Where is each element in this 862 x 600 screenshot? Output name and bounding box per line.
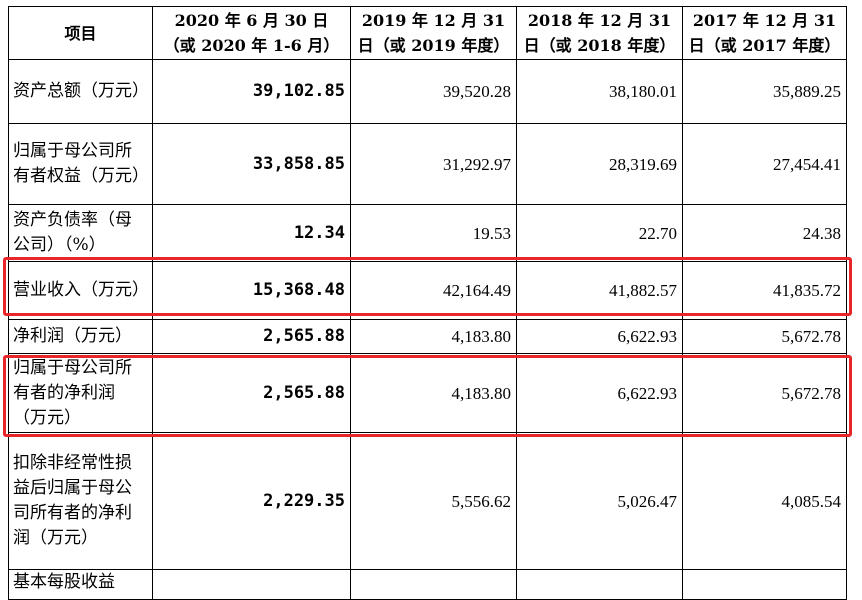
header-2018: 2018 年 12 月 31 日（或 2018 年度） bbox=[516, 6, 683, 60]
value-2019 bbox=[350, 569, 517, 600]
table-row: 扣除非经常性损益后归属于母公司所有者的净利润（万元） 2,229.35 5,55… bbox=[8, 432, 847, 570]
value-2018: 38,180.01 bbox=[516, 59, 683, 124]
row-label: 资产总额（万元） bbox=[8, 59, 153, 124]
table-row: 资产负债率（母公司）（%） 12.34 19.53 22.70 24.38 bbox=[8, 204, 847, 262]
value-2019: 39,520.28 bbox=[350, 59, 517, 124]
financial-table: 项目 2020 年 6 月 30 日（或 2020 年 1-6 月） 2019 … bbox=[8, 6, 847, 600]
value-2017: 5,672.78 bbox=[682, 319, 847, 354]
value-2020: 15,368.48 bbox=[152, 261, 351, 320]
row-label: 基本每股收益 bbox=[8, 569, 153, 600]
row-label: 扣除非经常性损益后归属于母公司所有者的净利润（万元） bbox=[8, 432, 153, 570]
table-row: 归属于母公司所有者权益（万元） 33,858.85 31,292.97 28,3… bbox=[8, 123, 847, 205]
row-label: 净利润（万元） bbox=[8, 319, 153, 354]
value-2019: 31,292.97 bbox=[350, 123, 517, 205]
value-2020 bbox=[152, 569, 351, 600]
table-row: 营业收入（万元） 15,368.48 42,164.49 41,882.57 4… bbox=[8, 261, 847, 320]
value-2020: 2,565.88 bbox=[152, 353, 351, 433]
value-2018: 41,882.57 bbox=[516, 261, 683, 320]
value-2018: 5,026.47 bbox=[516, 432, 683, 570]
value-2018: 28,319.69 bbox=[516, 123, 683, 205]
value-2020: 2,565.88 bbox=[152, 319, 351, 354]
value-2019: 42,164.49 bbox=[350, 261, 517, 320]
value-2018: 22.70 bbox=[516, 204, 683, 262]
value-2017: 24.38 bbox=[682, 204, 847, 262]
row-label: 归属于母公司所有者的净利润（万元） bbox=[8, 353, 153, 433]
row-label: 归属于母公司所有者权益（万元） bbox=[8, 123, 153, 205]
header-2020: 2020 年 6 月 30 日（或 2020 年 1-6 月） bbox=[152, 6, 351, 60]
table-row: 净利润（万元） 2,565.88 4,183.80 6,622.93 5,672… bbox=[8, 319, 847, 354]
value-2019: 19.53 bbox=[350, 204, 517, 262]
value-2017 bbox=[682, 569, 847, 600]
value-2019: 4,183.80 bbox=[350, 353, 517, 433]
table-row: 基本每股收益 bbox=[8, 569, 847, 600]
value-2020: 12.34 bbox=[152, 204, 351, 262]
value-2018: 6,622.93 bbox=[516, 319, 683, 354]
value-2018 bbox=[516, 569, 683, 600]
header-item: 项目 bbox=[8, 6, 153, 60]
header-2017: 2017 年 12 月 31 日（或 2017 年度） bbox=[682, 6, 847, 60]
table-row: 资产总额（万元） 39,102.85 39,520.28 38,180.01 3… bbox=[8, 59, 847, 124]
value-2017: 5,672.78 bbox=[682, 353, 847, 433]
header-row: 项目 2020 年 6 月 30 日（或 2020 年 1-6 月） 2019 … bbox=[8, 6, 847, 60]
value-2017: 35,889.25 bbox=[682, 59, 847, 124]
value-2018: 6,622.93 bbox=[516, 353, 683, 433]
table-row: 归属于母公司所有者的净利润（万元） 2,565.88 4,183.80 6,62… bbox=[8, 353, 847, 433]
row-label: 营业收入（万元） bbox=[8, 261, 153, 320]
value-2020: 33,858.85 bbox=[152, 123, 351, 205]
header-2019: 2019 年 12 月 31 日（或 2019 年度） bbox=[350, 6, 517, 60]
row-label: 资产负债率（母公司）（%） bbox=[8, 204, 153, 262]
value-2019: 4,183.80 bbox=[350, 319, 517, 354]
value-2017: 27,454.41 bbox=[682, 123, 847, 205]
value-2017: 41,835.72 bbox=[682, 261, 847, 320]
value-2017: 4,085.54 bbox=[682, 432, 847, 570]
value-2019: 5,556.62 bbox=[350, 432, 517, 570]
value-2020: 39,102.85 bbox=[152, 59, 351, 124]
value-2020: 2,229.35 bbox=[152, 432, 351, 570]
